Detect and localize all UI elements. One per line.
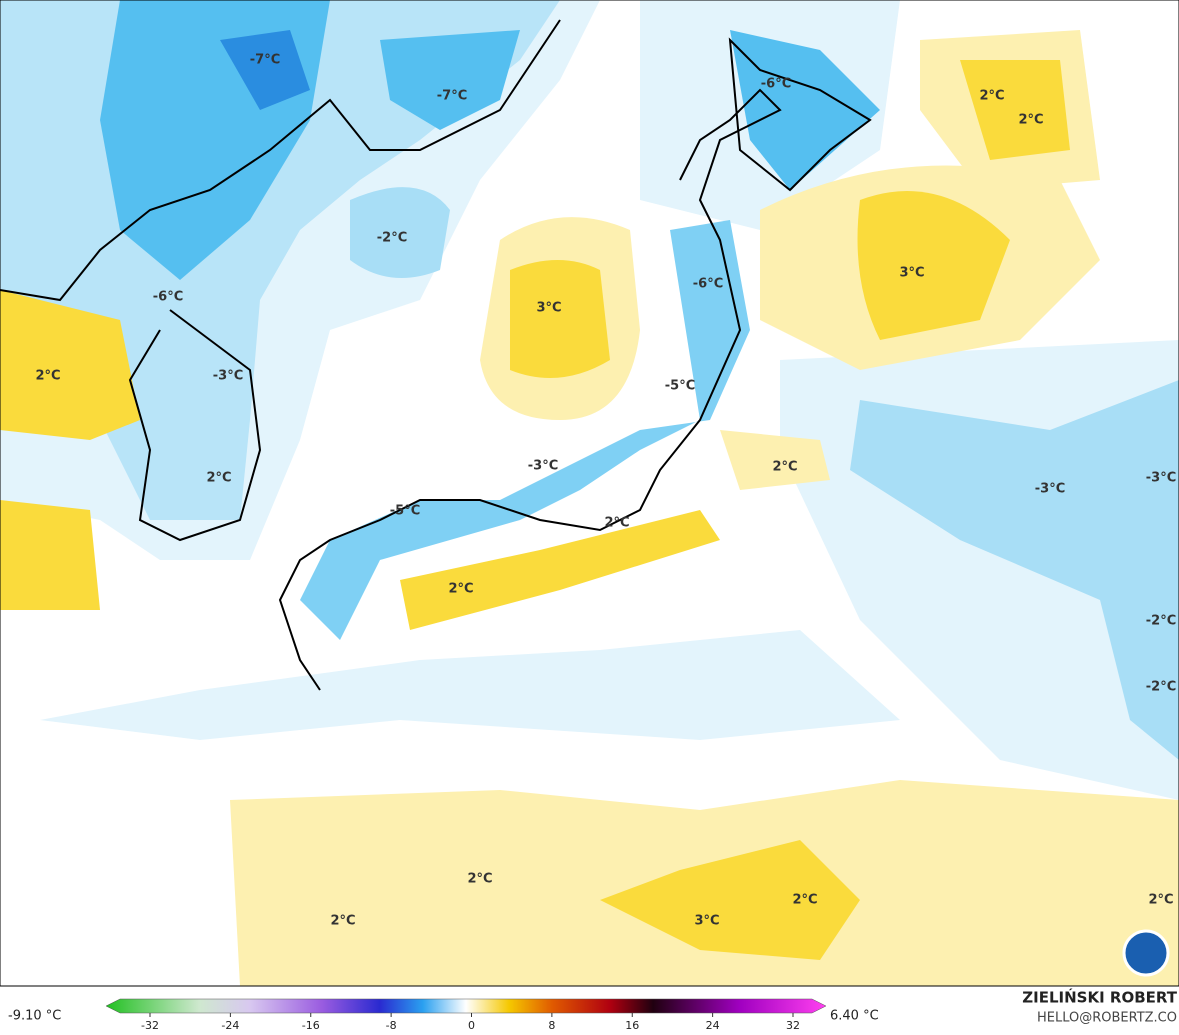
- contour-label: -2°C: [1146, 680, 1176, 695]
- colorbar-tick-label: 24: [706, 1019, 720, 1032]
- contour-label: -6°C: [693, 277, 723, 292]
- yellow-region: [0, 290, 140, 440]
- contour-label: 2°C: [792, 893, 817, 908]
- yellow-region: [720, 430, 830, 490]
- contour-label: -5°C: [665, 379, 695, 394]
- colorbar-tick-label: 0: [468, 1019, 475, 1032]
- contour-label: 2°C: [330, 914, 355, 929]
- contour-label: 3°C: [899, 266, 924, 281]
- contour-label: 2°C: [35, 369, 60, 384]
- yellow-region: [960, 60, 1070, 160]
- coastline: [278, 88, 782, 691]
- contour-label: 2°C: [979, 89, 1004, 104]
- colorbar-gradient: [105, 998, 827, 1014]
- colorbar-tick-label: -32: [141, 1019, 159, 1032]
- contour-label: 2°C: [206, 471, 231, 486]
- coastline: [0, 19, 561, 302]
- map-area: [0, 0, 1179, 987]
- colorbar-tick-label: -16: [302, 1019, 320, 1032]
- contour-label: -3°C: [528, 459, 558, 474]
- contour-label: -6°C: [153, 290, 183, 305]
- contour-label: -2°C: [377, 231, 407, 246]
- map-frame: [0, 0, 1179, 987]
- contour-label: -2°C: [1146, 614, 1176, 629]
- noaa-logo: [1122, 929, 1170, 977]
- colorbar-tick-label: 32: [786, 1019, 800, 1032]
- contour-label: 3°C: [536, 301, 561, 316]
- colorbar-tick-label: 8: [548, 1019, 555, 1032]
- contour-label: 2°C: [1018, 113, 1043, 128]
- contour-label: 2°C: [448, 582, 473, 597]
- colorbar-max: 6.40 °C: [830, 1009, 879, 1024]
- colorbar: -9.10 °C 6.40 °C -32 -24 -16 -8 0 8 16 24 32: [8, 998, 879, 1032]
- blue-region: [380, 30, 520, 130]
- blue-region: [350, 187, 450, 278]
- yellow-region: [857, 191, 1010, 340]
- coastline: [728, 37, 872, 192]
- contour-label: 2°C: [772, 460, 797, 475]
- contour-label: -3°C: [1146, 471, 1176, 486]
- contour-label: -6°C: [761, 77, 791, 92]
- contour-label: -3°C: [1035, 482, 1065, 497]
- yellow-region: [510, 260, 610, 378]
- email: HELLO@ROBERTZ.CO: [1037, 1011, 1177, 1026]
- colorbar-min: -9.10 °C: [8, 1009, 61, 1024]
- dark-blue-region: [220, 30, 310, 110]
- contour-label: 3°C: [694, 914, 719, 929]
- author: ZIELIŃSKI ROBERT: [1022, 988, 1177, 1007]
- colorbar-tick-label: -8: [386, 1019, 397, 1032]
- yellow-region: [400, 510, 720, 630]
- contour-label: 2°C: [467, 872, 492, 887]
- coastline: [128, 309, 262, 542]
- contour-labels: -7°C -7°C -6°C 2°C 2°C -2°C 3°C 3°C -6°C -6°C 2°C -…: [35, 53, 1176, 929]
- yellow-region: [600, 840, 860, 960]
- contour-label: 2°C: [604, 516, 629, 531]
- contour-label: 2°C: [1148, 893, 1173, 908]
- colorbar-tick-label: -24: [221, 1019, 239, 1032]
- blue-region: [850, 380, 1179, 760]
- colorbar-tick-label: 16: [625, 1019, 639, 1032]
- light-blue-region: [40, 630, 900, 740]
- contour-label: -3°C: [213, 369, 243, 384]
- blue-region: [300, 220, 750, 640]
- yellow-region: [0, 500, 100, 610]
- contour-label: -7°C: [250, 53, 280, 68]
- blue-region: [730, 30, 880, 190]
- contour-label: -5°C: [390, 504, 420, 519]
- contour-label: -7°C: [437, 89, 467, 104]
